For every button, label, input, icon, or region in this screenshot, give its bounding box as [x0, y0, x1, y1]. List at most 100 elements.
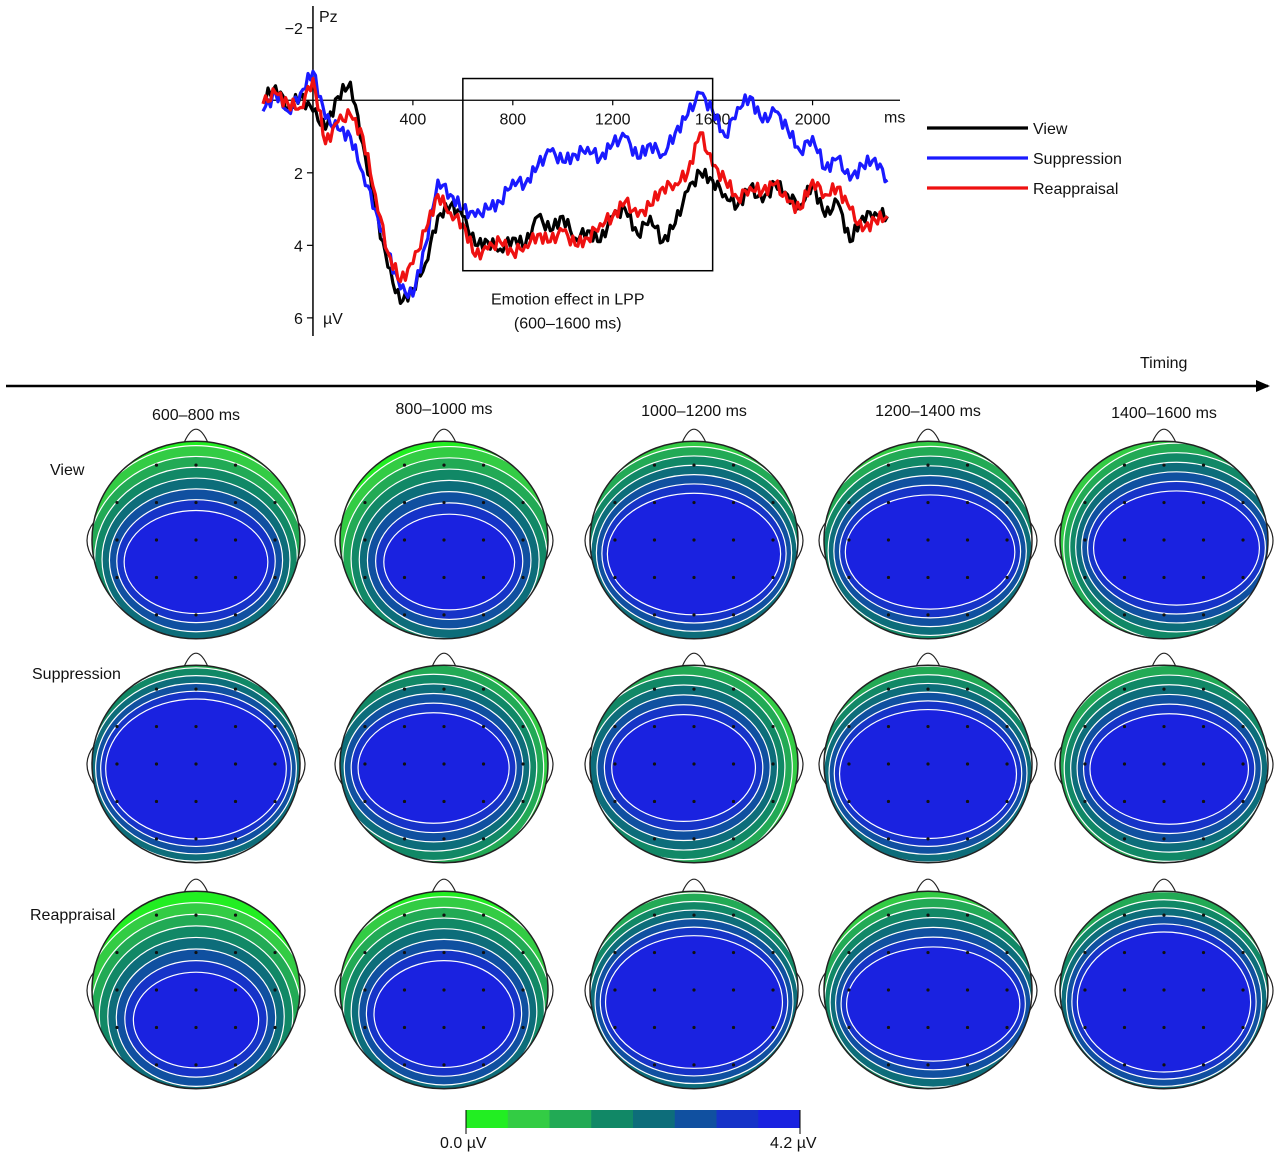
topomap-suppression-5	[1054, 652, 1274, 864]
electrode-dot	[481, 500, 486, 505]
electrode-dot	[1083, 500, 1087, 505]
electrode-dot	[692, 1063, 696, 1067]
left-ear-outline	[86, 971, 95, 1011]
electrode-dot	[965, 500, 970, 505]
electrode-dot	[154, 463, 159, 467]
electrode-dot	[233, 950, 238, 955]
electrode-dot	[886, 950, 891, 955]
electrode-dot	[1201, 1025, 1206, 1030]
contour-band	[373, 960, 515, 1069]
electrode-dot	[926, 762, 930, 766]
contour-band	[1089, 713, 1250, 825]
nose-outline	[680, 428, 708, 446]
contour-band	[123, 509, 269, 615]
colorbar-segment	[466, 1110, 509, 1128]
electrode-dot	[613, 538, 617, 542]
left-ear-outline	[584, 745, 593, 785]
electrode-dot	[731, 724, 736, 729]
electrode-dot	[1162, 575, 1166, 580]
electrode-dot	[154, 500, 159, 505]
x-tick-label: 400	[400, 111, 427, 128]
electrode-dot	[1201, 913, 1206, 917]
electrode-dot	[273, 799, 277, 804]
colorbar-segment	[591, 1110, 634, 1128]
electrode-dot	[115, 724, 119, 729]
electrode-dot	[652, 762, 657, 766]
electrode-dot	[1201, 463, 1206, 467]
electrode-dot	[652, 988, 657, 992]
electrode-dot	[613, 799, 617, 804]
legend: View Suppression Reappraisal	[927, 121, 1122, 198]
electrode-dot	[1162, 1063, 1166, 1067]
electrode-dot	[1162, 988, 1166, 992]
electrode-dot	[363, 988, 367, 992]
contour-band	[132, 971, 260, 1069]
time-window-label: 1000–1200 ms	[641, 403, 747, 420]
topomap-view-2	[334, 428, 554, 640]
right-ear-outline	[297, 745, 306, 785]
right-ear-outline	[1029, 971, 1038, 1011]
electrode-dot	[1005, 538, 1009, 542]
electrode-dot	[692, 950, 696, 955]
electrode-dot	[1241, 762, 1245, 766]
electrode-dot	[115, 575, 119, 580]
electrode-dot	[521, 500, 525, 505]
head-outline	[91, 664, 301, 864]
electrode-dot	[521, 950, 525, 955]
electrode-dot	[965, 950, 970, 955]
electrode-dot	[115, 762, 119, 766]
electrode-dot	[1162, 724, 1166, 729]
electrode-dot	[847, 575, 851, 580]
electrode-dot	[926, 724, 930, 729]
electrode-dot	[115, 950, 119, 955]
time-window-label: 1400–1600 ms	[1111, 405, 1217, 422]
lpp-window-label-line2: (600–1600 ms)	[514, 316, 622, 333]
contour-band	[105, 698, 287, 840]
head-outline	[823, 664, 1033, 864]
electrode-dot	[481, 724, 486, 729]
series-lines	[261, 69, 889, 305]
time-window-label: 600–800 ms	[152, 407, 240, 424]
condition-label-view: View	[50, 462, 85, 479]
electrode-dot	[363, 500, 367, 505]
electrode-dot	[692, 799, 696, 804]
lpp-window-label-line1: Emotion effect in LPP	[491, 292, 645, 309]
electrode-dot	[115, 799, 119, 804]
electrode-dot	[154, 1063, 159, 1067]
electrode-dot	[652, 837, 657, 841]
y-ticks: −2 2 4 6	[285, 21, 313, 328]
electrode-dot	[886, 687, 891, 691]
electrode-dot	[652, 950, 657, 955]
electrode-dot	[886, 575, 891, 580]
electrode-dot	[1083, 1025, 1087, 1030]
electrode-dot	[1122, 724, 1127, 729]
electrode-dot	[965, 913, 970, 917]
electrode-dot	[194, 988, 198, 992]
electrode-dot	[1201, 988, 1206, 992]
electrode-dot	[481, 538, 486, 542]
electrode-dot	[1201, 613, 1206, 617]
electrode-dot	[481, 1063, 486, 1067]
electrode-dot	[115, 500, 119, 505]
electrode-dot	[965, 575, 970, 580]
y-tick-label: 6	[294, 311, 303, 328]
electrode-dot	[731, 762, 736, 766]
colorbar-max-label: 4.2 µV	[770, 1135, 817, 1152]
electrode-dot	[771, 500, 775, 505]
electrode-dot	[442, 613, 446, 617]
electrode-dot	[521, 988, 525, 992]
electrode-dot	[402, 687, 407, 691]
electrode-dot	[847, 950, 851, 955]
electrode-dot	[1201, 500, 1206, 505]
right-ear-outline	[1029, 521, 1038, 561]
electrode-dot	[154, 799, 159, 804]
left-ear-outline	[584, 971, 593, 1011]
electrode-dot	[1122, 1025, 1127, 1030]
electrode-dot	[154, 575, 159, 580]
electrode-dot	[402, 724, 407, 729]
electrode-dot	[1122, 762, 1127, 766]
y-unit-label: µV	[323, 311, 343, 328]
electrode-dot	[613, 950, 617, 955]
electrode-dot	[442, 837, 446, 841]
legend-label-reappraisal: Reappraisal	[1033, 181, 1118, 198]
